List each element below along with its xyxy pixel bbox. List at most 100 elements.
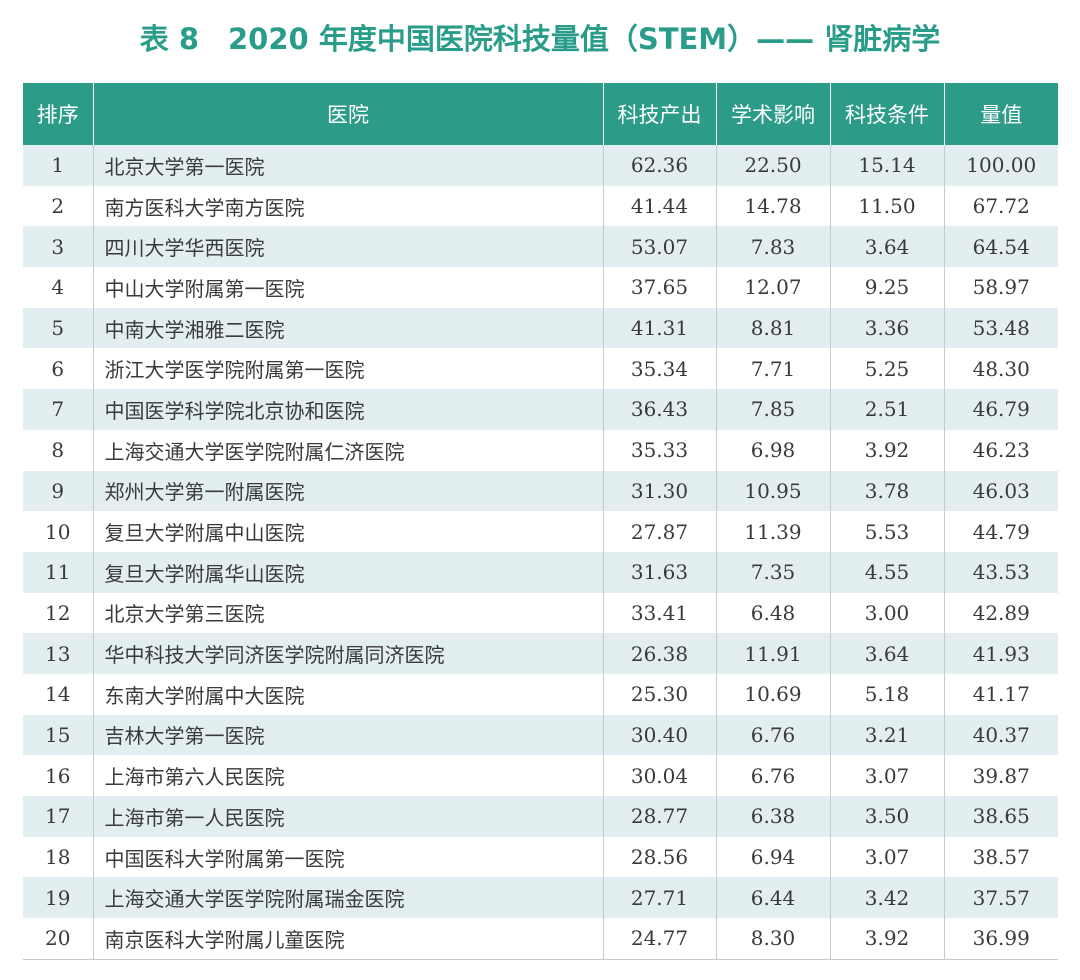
cell-conditions: 3.00 bbox=[829, 592, 944, 634]
header-conditions: 科技条件 bbox=[829, 83, 944, 145]
table-row: 2 南方医科大学南方医院 41.44 14.78 11.50 67.72 bbox=[23, 185, 1058, 227]
cell-hospital: 中南大学湘雅二医院 bbox=[92, 307, 603, 349]
cell-rank: 11 bbox=[23, 551, 93, 593]
cell-conditions: 3.78 bbox=[829, 470, 944, 512]
cell-rank: 7 bbox=[23, 389, 93, 430]
cell-hospital: 中国医科大学附属第一医院 bbox=[92, 836, 603, 878]
cell-value: 38.65 bbox=[943, 796, 1058, 837]
table-row: 8 上海交通大学医学院附属仁济医院 35.33 6.98 3.92 46.23 bbox=[23, 429, 1058, 471]
table-row: 4 中山大学附属第一医院 37.65 12.07 9.25 58.97 bbox=[23, 267, 1058, 308]
cell-impact: 7.83 bbox=[715, 226, 830, 268]
cell-impact: 6.76 bbox=[715, 755, 830, 796]
cell-conditions: 5.18 bbox=[829, 673, 944, 715]
cell-value: 43.53 bbox=[943, 551, 1058, 593]
table-row: 14 东南大学附属中大医院 25.30 10.69 5.18 41.17 bbox=[23, 673, 1058, 715]
cell-value: 36.99 bbox=[943, 918, 1058, 960]
cell-hospital: 中国医学科学院北京协和医院 bbox=[92, 389, 603, 430]
cell-hospital: 吉林大学第一医院 bbox=[92, 714, 603, 756]
table-row: 1 北京大学第一医院 62.36 22.50 15.14 100.00 bbox=[23, 145, 1058, 186]
table-row: 19 上海交通大学医学院附属瑞金医院 27.71 6.44 3.42 37.57 bbox=[23, 877, 1058, 919]
cell-impact: 7.85 bbox=[715, 389, 830, 430]
cell-output: 35.34 bbox=[602, 348, 716, 390]
cell-conditions: 3.50 bbox=[829, 796, 944, 837]
cell-value: 46.79 bbox=[943, 389, 1058, 430]
cell-hospital: 四川大学华西医院 bbox=[92, 226, 603, 268]
cell-hospital: 南方医科大学南方医院 bbox=[92, 185, 603, 227]
table-row: 5 中南大学湘雅二医院 41.31 8.81 3.36 53.48 bbox=[23, 307, 1058, 349]
table-row: 9 郑州大学第一附属医院 31.30 10.95 3.78 46.03 bbox=[23, 470, 1058, 512]
cell-conditions: 3.92 bbox=[829, 429, 944, 471]
header-value: 量值 bbox=[943, 83, 1058, 145]
cell-output: 41.44 bbox=[602, 185, 716, 227]
cell-rank: 3 bbox=[23, 226, 93, 268]
cell-conditions: 2.51 bbox=[829, 389, 944, 430]
table-row: 13 华中科技大学同济医学院附属同济医院 26.38 11.91 3.64 41.93 bbox=[23, 633, 1058, 674]
cell-impact: 11.39 bbox=[715, 511, 830, 552]
cell-hospital: 浙江大学医学院附属第一医院 bbox=[92, 348, 603, 390]
cell-output: 33.41 bbox=[602, 592, 716, 634]
cell-rank: 14 bbox=[23, 673, 93, 715]
cell-value: 48.30 bbox=[943, 348, 1058, 390]
cell-value: 46.03 bbox=[943, 470, 1058, 512]
cell-impact: 11.91 bbox=[715, 633, 830, 674]
table-row: 18 中国医科大学附属第一医院 28.56 6.94 3.07 38.57 bbox=[23, 836, 1058, 878]
cell-value: 44.79 bbox=[943, 511, 1058, 552]
cell-impact: 8.30 bbox=[715, 918, 830, 960]
cell-output: 53.07 bbox=[602, 226, 716, 268]
cell-hospital: 上海交通大学医学院附属瑞金医院 bbox=[92, 877, 603, 919]
cell-value: 100.00 bbox=[943, 145, 1058, 186]
cell-rank: 20 bbox=[23, 918, 93, 960]
cell-impact: 14.78 bbox=[715, 185, 830, 227]
table-row: 3 四川大学华西医院 53.07 7.83 3.64 64.54 bbox=[23, 226, 1058, 268]
cell-value: 42.89 bbox=[943, 592, 1058, 634]
header-rank: 排序 bbox=[23, 83, 93, 145]
cell-conditions: 9.25 bbox=[829, 267, 944, 308]
cell-value: 64.54 bbox=[943, 226, 1058, 268]
cell-conditions: 4.55 bbox=[829, 551, 944, 593]
cell-conditions: 3.07 bbox=[829, 836, 944, 878]
cell-conditions: 15.14 bbox=[829, 145, 944, 186]
cell-impact: 7.35 bbox=[715, 551, 830, 593]
cell-rank: 18 bbox=[23, 836, 93, 878]
cell-conditions: 3.64 bbox=[829, 226, 944, 268]
table-row: 15 吉林大学第一医院 30.40 6.76 3.21 40.37 bbox=[23, 714, 1058, 756]
cell-impact: 6.94 bbox=[715, 836, 830, 878]
table-row: 6 浙江大学医学院附属第一医院 35.34 7.71 5.25 48.30 bbox=[23, 348, 1058, 390]
cell-value: 67.72 bbox=[943, 185, 1058, 227]
cell-impact: 6.76 bbox=[715, 714, 830, 756]
cell-output: 35.33 bbox=[602, 429, 716, 471]
cell-value: 39.87 bbox=[943, 755, 1058, 796]
header-output: 科技产出 bbox=[602, 83, 716, 145]
cell-conditions: 5.53 bbox=[829, 511, 944, 552]
cell-value: 58.97 bbox=[943, 267, 1058, 308]
cell-impact: 10.69 bbox=[715, 673, 830, 715]
cell-rank: 16 bbox=[23, 755, 93, 796]
cell-conditions: 3.07 bbox=[829, 755, 944, 796]
cell-rank: 8 bbox=[23, 429, 93, 471]
cell-hospital: 郑州大学第一附属医院 bbox=[92, 470, 603, 512]
cell-rank: 15 bbox=[23, 714, 93, 756]
cell-output: 41.31 bbox=[602, 307, 716, 349]
cell-impact: 6.98 bbox=[715, 429, 830, 471]
table-row: 11 复旦大学附属华山医院 31.63 7.35 4.55 43.53 bbox=[23, 551, 1058, 593]
cell-rank: 5 bbox=[23, 307, 93, 349]
cell-conditions: 5.25 bbox=[829, 348, 944, 390]
cell-output: 30.40 bbox=[602, 714, 716, 756]
cell-output: 37.65 bbox=[602, 267, 716, 308]
cell-hospital: 复旦大学附属中山医院 bbox=[92, 511, 603, 552]
cell-impact: 6.44 bbox=[715, 877, 830, 919]
cell-output: 25.30 bbox=[602, 673, 716, 715]
table-row: 17 上海市第一人民医院 28.77 6.38 3.50 38.65 bbox=[23, 796, 1058, 837]
cell-output: 28.77 bbox=[602, 796, 716, 837]
cell-conditions: 11.50 bbox=[829, 185, 944, 227]
cell-hospital: 东南大学附属中大医院 bbox=[92, 673, 603, 715]
cell-output: 31.63 bbox=[602, 551, 716, 593]
table-header-row: 排序 医院 科技产出 学术影响 科技条件 量值 bbox=[23, 83, 1058, 145]
cell-output: 62.36 bbox=[602, 145, 716, 186]
cell-conditions: 3.92 bbox=[829, 918, 944, 960]
cell-value: 53.48 bbox=[943, 307, 1058, 349]
cell-hospital: 华中科技大学同济医学院附属同济医院 bbox=[92, 633, 603, 674]
table-row: 20 南京医科大学附属儿童医院 24.77 8.30 3.92 36.99 bbox=[23, 918, 1058, 960]
cell-rank: 4 bbox=[23, 267, 93, 308]
cell-rank: 19 bbox=[23, 877, 93, 919]
